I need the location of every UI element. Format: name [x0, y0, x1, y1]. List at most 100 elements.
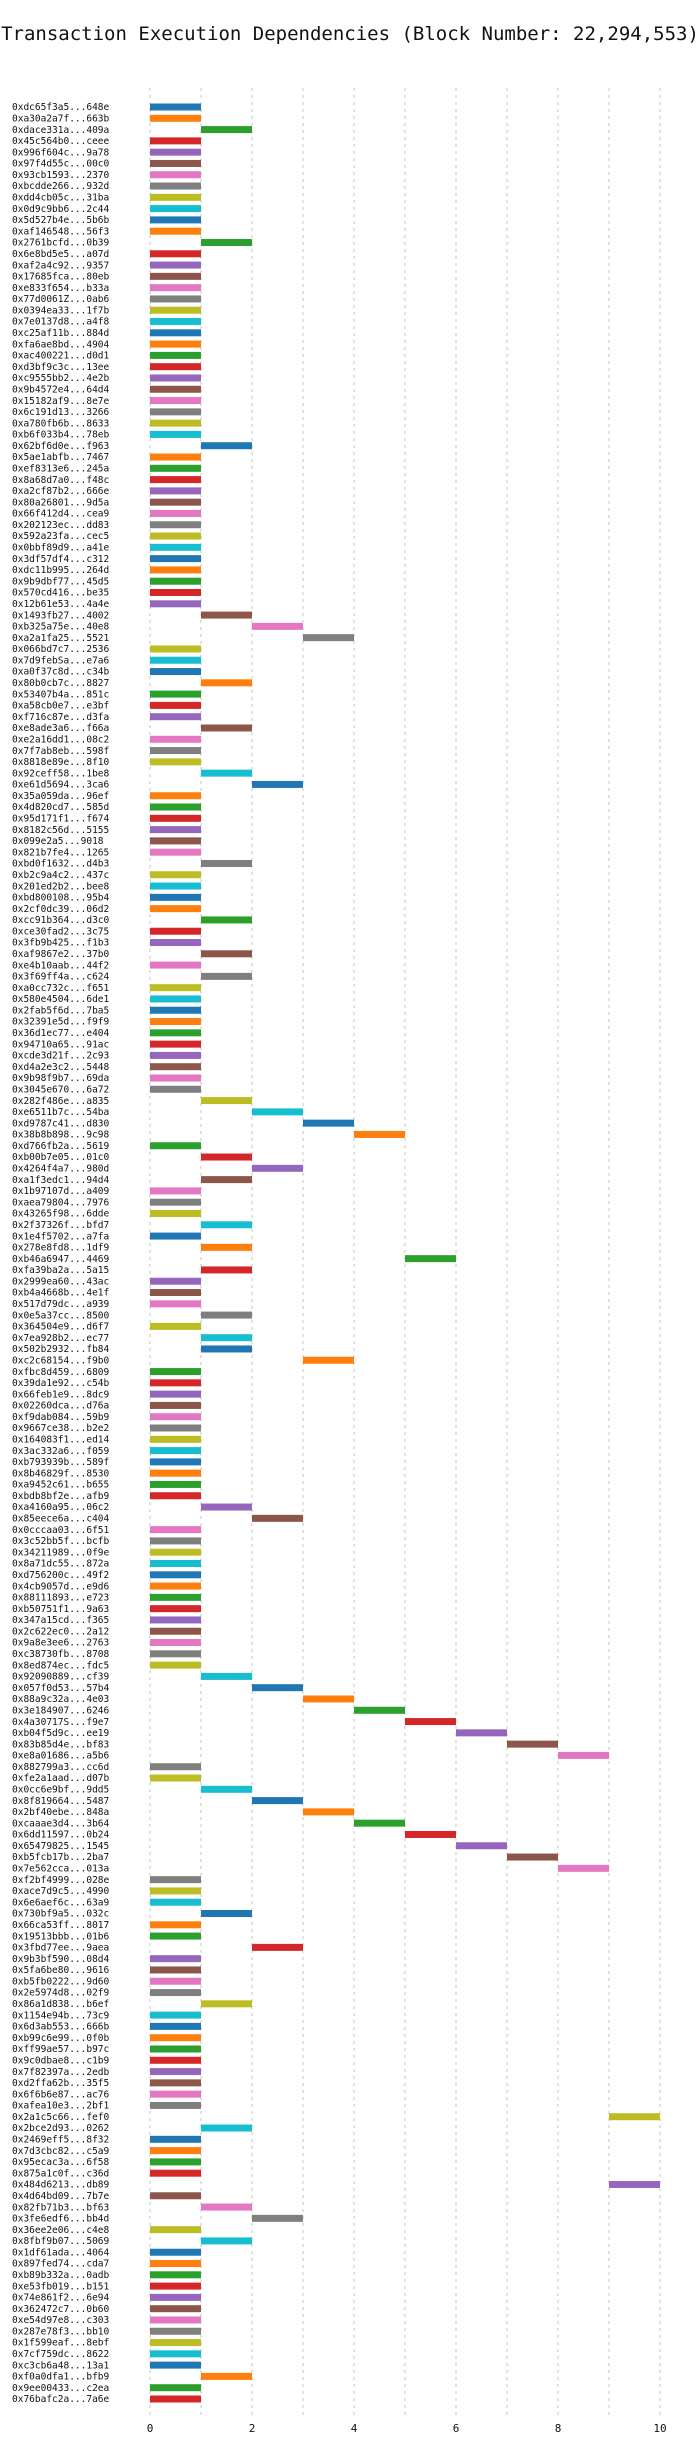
tx-bar [201, 1910, 252, 1918]
tx-bar [150, 588, 201, 596]
tx-bar [303, 1356, 354, 1364]
tx-label: 0x80b0cb7c...8827 [12, 678, 109, 689]
tx-bar [150, 2271, 201, 2279]
tx-bar [150, 1300, 201, 1308]
tx-label: 0x5fa6be80...9616 [12, 1965, 110, 1976]
tx-bar [150, 2056, 201, 2064]
tx-bar [150, 1966, 201, 1974]
tx-bar [150, 656, 201, 664]
tx-bar [150, 1040, 201, 1048]
tx-label: 0xdc11b995...264d [12, 565, 109, 576]
tx-bar [150, 961, 201, 969]
tx-label: 0x1b97107d...a409 [12, 1186, 110, 1197]
tx-label: 0xf0a0dfa1...bfb9 [12, 2372, 110, 2383]
tx-label: 0x92090889...cf39 [12, 1672, 110, 1683]
tx-bar [150, 159, 201, 167]
tx-bar [201, 1221, 252, 1229]
tx-bar [150, 668, 201, 676]
tx-bar [150, 1063, 201, 1071]
tx-label: 0xc9555bb2...4e2b [12, 373, 110, 384]
tx-label: 0xe8a01686...a5b6 [12, 1751, 110, 1762]
tx-bar [150, 1661, 201, 1669]
tx-label: 0xbd800108...95b4 [12, 893, 110, 904]
tx-label: 0x76bafc2a...7a6e [12, 2394, 110, 2405]
tx-bar [150, 848, 201, 856]
tx-bar [150, 2045, 201, 2053]
tx-bar [150, 1616, 201, 1624]
x-tick-label: 10 [653, 2422, 666, 2435]
tx-label: 0x164083f1...ed14 [12, 1434, 110, 1445]
tx-bar [150, 1627, 201, 1635]
tx-bar [150, 1526, 201, 1534]
tx-label: 0x6dd11597...0b24 [12, 1830, 110, 1841]
tx-bar [150, 250, 201, 258]
tx-bar [150, 284, 201, 292]
tx-label: 0x7e0137d8...a4f8 [12, 317, 110, 328]
tx-bar [150, 1029, 201, 1037]
tx-label: 0xc38730fb...8708 [12, 1649, 110, 1660]
tx-bar [150, 758, 201, 766]
grid-layer [149, 88, 661, 2415]
tx-label: 0x02260dca...d76a [12, 1401, 109, 1412]
tx-label: 0xa58cb0e7...e3bf [12, 701, 109, 712]
tx-label: 0xd2ffa62b...35f5 [12, 2078, 109, 2089]
tx-bar [150, 2384, 201, 2392]
tx-label: 0xaf9867e2...37b0 [12, 949, 110, 960]
tx-label: 0x9ee00433...c2ea [12, 2383, 109, 2394]
tx-bar [201, 1345, 252, 1353]
tx-bar [150, 363, 201, 371]
tx-label: 0xb793939b...589f [12, 1457, 109, 1468]
row-label-layer: 0xdc65f3a5...648e0xa30a2a7f...663b0xdace… [12, 102, 110, 2405]
tx-label: 0x38b8b898...9c98 [12, 1130, 110, 1141]
tx-bar [150, 893, 201, 901]
tx-label: 0xce30fad2...3c75 [12, 926, 109, 937]
tx-label: 0xfe2a1aad...d07b [12, 1773, 110, 1784]
tx-label: 0xcaaae3d4...3b64 [12, 1818, 110, 1829]
tx-bar [150, 1989, 201, 1997]
tx-label: 0xdd4cb05c...31ba [12, 193, 109, 204]
tx-bar [150, 2260, 201, 2268]
tx-label: 0x93cb1593...2370 [12, 170, 110, 181]
tx-bar [150, 1187, 201, 1195]
tx-label: 0x0d9c9bb6...2c44 [12, 204, 110, 215]
tx-bar [150, 1458, 201, 1466]
tx-bar [150, 713, 201, 721]
tx-label: 0x7f7ab8eb...598f [12, 746, 109, 757]
tx-bar [558, 1864, 609, 1872]
tx-bar [150, 1051, 201, 1059]
tx-label: 0x3fe6edf6...bb4d [12, 2214, 109, 2225]
tx-label: 0x8a71dc55...872a [12, 1559, 109, 1570]
tx-bar [150, 521, 201, 529]
tx-label: 0xaf146548...56f3 [12, 226, 109, 237]
tx-bar [150, 1289, 201, 1297]
tx-bar [150, 814, 201, 822]
tx-label: 0xb89b332a...0adb [12, 2270, 110, 2281]
tx-label: 0xd3bf9c3c...13ee [12, 362, 110, 373]
tx-label: 0x7d9febSa...e7a6 [12, 655, 110, 666]
tx-label: 0x9b9dbf77...45d5 [12, 576, 109, 587]
tx-label: 0xac400221...d0d1 [12, 351, 110, 362]
tx-label: 0x62bf6d0e...f963 [12, 441, 109, 452]
tx-bar [150, 1763, 201, 1771]
tx-label: 0xe54d97e8...c303 [12, 2315, 109, 2326]
tx-bar [150, 1492, 201, 1500]
tx-label: 0x7d3cbc82...c5a9 [12, 2146, 110, 2157]
tx-bar [150, 137, 201, 145]
tx-label: 0x43265f98...6dde [12, 1209, 110, 1220]
tx-label: 0x0e5a37cc...8500 [12, 1310, 110, 1321]
tx-bar [201, 2124, 252, 2132]
tx-bar [150, 397, 201, 405]
tx-label: 0x8f819664...5487 [12, 1796, 109, 1807]
tx-label: 0x1154e94b...73c9 [12, 2010, 110, 2021]
tx-label: 0x8818e89e...8f10 [12, 757, 110, 768]
tx-bar [150, 2293, 201, 2301]
tx-label: 0x9c0dbae8...c1b9 [12, 2055, 110, 2066]
tx-bar [150, 747, 201, 755]
tx-label: 0x7f82397a...2edb [12, 2067, 110, 2078]
tx-bar [150, 1435, 201, 1443]
tx-label: 0x502b2932...fb84 [12, 1344, 110, 1355]
tx-bar [150, 1424, 201, 1432]
tx-label: 0x95ecac3a...6f58 [12, 2157, 110, 2168]
tx-bar [201, 1503, 252, 1511]
tx-bar [252, 1514, 303, 1522]
